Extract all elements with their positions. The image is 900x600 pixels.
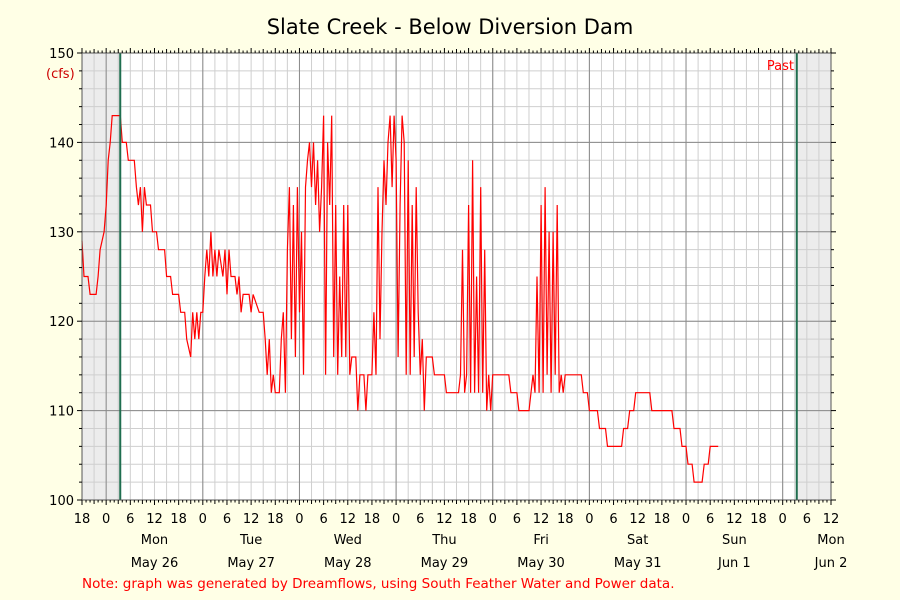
x-tick-label: 12 — [726, 512, 743, 527]
y-tick-label: 110 — [49, 405, 74, 420]
x-tick-label: 12 — [823, 512, 840, 527]
x-tick-label: 18 — [267, 512, 284, 527]
x-tick-label: 6 — [803, 512, 811, 527]
day-date-label: Jun 2 — [814, 556, 848, 571]
day-weekday-label: Fri — [533, 533, 549, 548]
chart-title: Slate Creek - Below Diversion Dam — [267, 15, 634, 39]
day-date-label: May 28 — [324, 556, 372, 571]
day-date-label: May 30 — [517, 556, 565, 571]
day-weekday-label: Sun — [722, 533, 747, 548]
past-label: Past — [767, 59, 794, 74]
x-tick-label: 0 — [585, 512, 593, 527]
day-weekday-label: Wed — [334, 533, 362, 548]
x-tick-label: 6 — [416, 512, 424, 527]
x-tick-label: 18 — [364, 512, 381, 527]
x-tick-label: 18 — [750, 512, 767, 527]
y-tick-label: 140 — [49, 136, 74, 151]
day-date-label: May 31 — [614, 556, 662, 571]
x-tick-label: 18 — [654, 512, 671, 527]
x-tick-label: 0 — [682, 512, 690, 527]
x-tick-label: 0 — [392, 512, 400, 527]
x-tick-label: 18 — [557, 512, 574, 527]
day-weekday-label: Sat — [627, 533, 648, 548]
y-tick-label: 130 — [49, 226, 74, 241]
x-tick-label: 12 — [533, 512, 550, 527]
future-shade-right — [796, 53, 831, 500]
day-weekday-label: Mon — [141, 533, 168, 548]
chart-note: Note: graph was generated by Dreamflows,… — [82, 576, 675, 592]
x-tick-label: 6 — [223, 512, 231, 527]
x-tick-label: 0 — [489, 512, 497, 527]
x-tick-label: 6 — [706, 512, 714, 527]
x-tick-label: 0 — [295, 512, 303, 527]
flow-series-line — [81, 115, 719, 483]
x-tick-label: 6 — [126, 512, 134, 527]
day-weekday-label: Mon — [817, 533, 844, 548]
x-tick-label: 6 — [319, 512, 327, 527]
x-tick-label: 6 — [609, 512, 617, 527]
day-date-label: Jun 1 — [717, 556, 751, 571]
day-date-label: May 26 — [131, 556, 179, 571]
x-tick-label: 12 — [340, 512, 357, 527]
x-tick-label: 12 — [629, 512, 646, 527]
day-date-label: May 27 — [227, 556, 275, 571]
x-tick-label: 18 — [460, 512, 477, 527]
x-tick-label: 0 — [779, 512, 787, 527]
day-weekday-label: Thu — [431, 533, 456, 548]
x-tick-label: 12 — [243, 512, 260, 527]
x-tick-label: 12 — [146, 512, 163, 527]
x-tick-label: 12 — [436, 512, 453, 527]
day-weekday-label: Tue — [239, 533, 262, 548]
y-tick-label: 150 — [49, 47, 74, 62]
x-tick-label: 0 — [199, 512, 207, 527]
y-tick-label: 100 — [49, 494, 74, 509]
x-tick-label: 0 — [102, 512, 110, 527]
x-tick-label: 18 — [74, 512, 91, 527]
y-unit-label: (cfs) — [46, 67, 75, 82]
x-tick-label: 18 — [170, 512, 187, 527]
day-date-label: May 29 — [421, 556, 469, 571]
y-tick-label: 120 — [49, 315, 74, 330]
x-tick-label: 6 — [513, 512, 521, 527]
